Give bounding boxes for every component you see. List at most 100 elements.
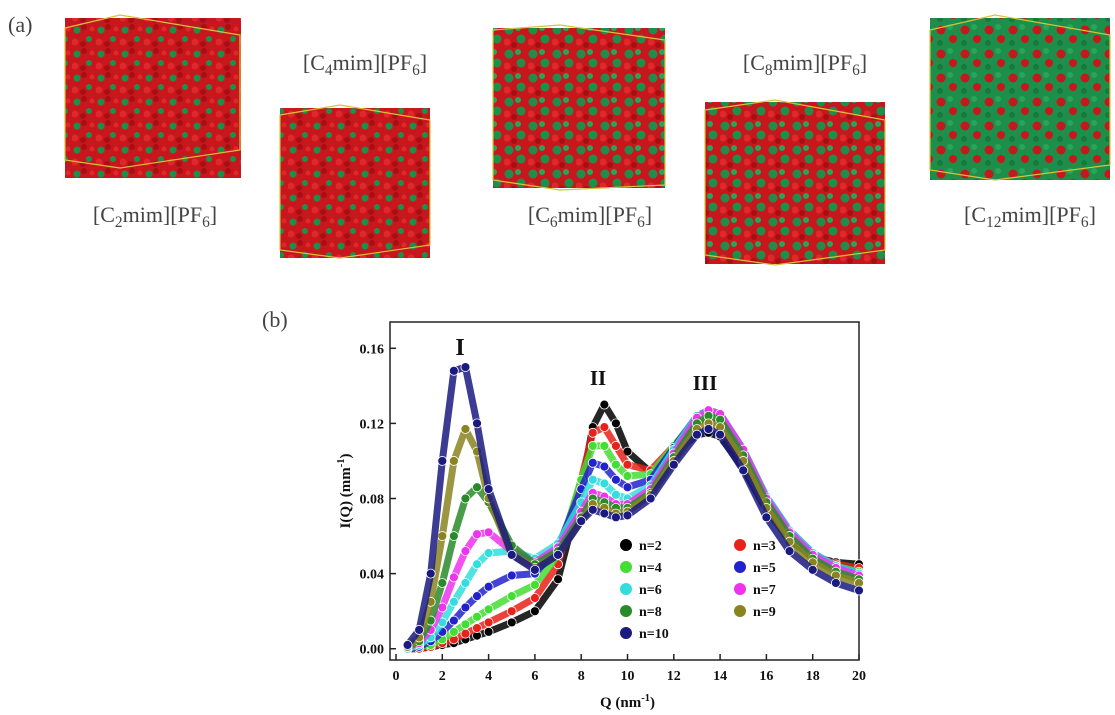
script-text: 6 (412, 62, 420, 79)
data-point (611, 459, 621, 470)
x-tick-label: 16 (759, 669, 773, 684)
legend-marker (734, 539, 746, 551)
script-text: 2 (115, 214, 123, 231)
data-point (483, 527, 494, 538)
data-point (460, 602, 471, 613)
panel-label: (b) (262, 307, 288, 332)
x-tick-label: 14 (713, 669, 727, 684)
script-text: 8 (765, 62, 773, 79)
data-point (437, 531, 448, 541)
text-part: ) (338, 454, 354, 459)
data-point (645, 493, 656, 504)
data-point (587, 457, 598, 468)
data-point (506, 570, 517, 581)
data-point (668, 459, 679, 470)
text-part: ] (420, 50, 427, 75)
legend-label: n=9 (753, 605, 776, 620)
text-part: [C (303, 50, 325, 75)
data-point (472, 623, 482, 633)
data-point (472, 418, 482, 429)
y-tick-label: 0.00 (360, 643, 385, 658)
text-part: [C (743, 50, 765, 75)
legend-label: n=6 (639, 583, 662, 598)
data-point (553, 549, 563, 560)
data-point (599, 461, 610, 472)
data-point (599, 422, 610, 433)
data-point (472, 559, 482, 570)
data-point (611, 441, 621, 451)
text-part: I(Q) (mm (338, 467, 354, 529)
x-tick-label: 10 (621, 669, 635, 684)
data-point (553, 574, 563, 585)
text-part: [C (964, 202, 986, 227)
script-text: 6 (202, 214, 210, 231)
text-part: mim][PF (1001, 202, 1080, 227)
x-tick-label: 12 (667, 669, 681, 684)
data-point (530, 564, 540, 575)
data-point (472, 611, 482, 622)
structure-label: [C12mim][PF6] (964, 202, 1096, 231)
data-point (622, 482, 633, 493)
legend-label: n=2 (639, 539, 662, 554)
x-tick-label: 20 (852, 669, 866, 684)
legend-marker (620, 561, 632, 573)
data-point (414, 625, 425, 635)
y-axis-label: I(Q) (mm-1) (336, 454, 354, 529)
legend-marker (734, 561, 746, 573)
script-text: -1 (336, 459, 347, 468)
data-point (460, 619, 471, 630)
data-point (472, 529, 482, 540)
legend-marker (620, 605, 632, 617)
text-part: mim][PF (123, 202, 202, 227)
data-point (530, 593, 540, 603)
data-point (448, 626, 459, 637)
x-tick-label: 8 (578, 669, 585, 684)
data-point (692, 429, 702, 440)
data-point (611, 474, 621, 485)
text-part: ) (650, 695, 655, 711)
data-point (622, 510, 633, 521)
text-part: ] (645, 202, 652, 227)
legend-label: n=10 (639, 627, 669, 642)
structure-label: [C8mim][PF6] (743, 50, 867, 79)
data-point (483, 626, 494, 637)
x-tick-label: 6 (531, 669, 538, 684)
text-part: mim][PF (773, 50, 852, 75)
data-point (611, 418, 621, 429)
data-point (448, 531, 459, 541)
data-point (448, 596, 459, 607)
legend-label: n=4 (639, 561, 662, 576)
structure-render (64, 14, 1111, 266)
data-point (599, 441, 610, 451)
data-point (448, 456, 459, 466)
text-part: ] (1089, 202, 1096, 227)
script-text: 6 (637, 214, 645, 231)
data-point (599, 478, 610, 489)
data-point (460, 628, 471, 639)
data-point (587, 441, 598, 451)
data-point (784, 546, 795, 556)
data-point (738, 465, 749, 476)
data-point (402, 640, 413, 650)
text-part: mim][PF (558, 202, 637, 227)
x-tick-label: 2 (439, 669, 446, 684)
legend-label: n=7 (753, 583, 776, 598)
y-tick-label: 0.16 (360, 342, 385, 357)
data-point (611, 512, 621, 523)
script-text: -1 (641, 693, 650, 704)
data-point (761, 512, 772, 523)
data-point (460, 362, 471, 372)
data-point (425, 568, 436, 579)
structure-label: [C2mim][PF6] (93, 202, 217, 231)
data-point (611, 489, 621, 500)
legend-marker (620, 627, 632, 639)
y-tick-label: 0.12 (360, 417, 385, 432)
text-part: Q (nm (600, 695, 642, 711)
data-point (506, 617, 517, 628)
text-part: [C (528, 202, 550, 227)
legend-marker (620, 583, 632, 595)
data-point (807, 564, 818, 575)
data-point (599, 508, 610, 519)
text-part: ] (210, 202, 217, 227)
